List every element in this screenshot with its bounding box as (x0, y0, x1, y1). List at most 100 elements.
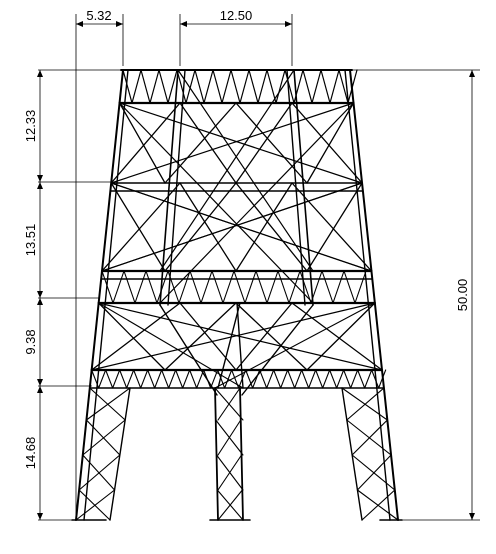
leg-brace (356, 489, 399, 521)
leg-brace (346, 419, 392, 456)
top-band-diagonal (257, 69, 268, 104)
center-brace (217, 387, 241, 421)
long-diagonal (177, 69, 314, 272)
long-brace (118, 102, 363, 184)
top-band-diagonal (311, 69, 322, 104)
top-band-diagonal (185, 69, 196, 104)
center-brace (217, 454, 243, 491)
center-link-a (217, 302, 241, 389)
cross-brace (306, 102, 355, 184)
top-band-diagonal (266, 69, 277, 104)
mid-band-diagonal (134, 270, 147, 304)
dim-level-2: 13.51 (23, 224, 38, 257)
top-band-diagonal (176, 69, 187, 104)
mid-band-diagonal (178, 270, 191, 304)
center-leg-left-outer (214, 387, 219, 521)
lower-band-diagonal (364, 369, 373, 389)
leg-brace (351, 454, 396, 491)
leg-secondary (341, 387, 363, 521)
leg-secondary (109, 387, 131, 521)
top-band-diagonal (131, 69, 142, 104)
cross-brace (306, 302, 376, 371)
lower-band-diagonal (105, 369, 114, 389)
mid-band-diagonal (310, 270, 323, 304)
center-leg-left-inner (239, 387, 244, 521)
cross-brace (110, 182, 166, 272)
cross-brace (179, 182, 237, 272)
top-band-diagonal (212, 69, 223, 104)
lower-band-diagonal (350, 369, 359, 389)
center-brace (217, 419, 242, 456)
lower-band-diagonal (126, 369, 135, 389)
dim-total-height: 50.00 (455, 279, 470, 312)
lower-band-diagonal (238, 369, 247, 389)
long-diagonal (159, 69, 295, 272)
leg-brace (78, 454, 121, 491)
top-band-diagonal (194, 69, 205, 104)
top-band-diagonal (140, 69, 151, 104)
top-band-diagonal (293, 69, 304, 104)
top-band-diagonal (122, 69, 133, 104)
lower-band-diagonal (196, 369, 205, 389)
leg-brace (85, 387, 131, 421)
top-band-diagonal (329, 69, 340, 104)
lower-band-diagonal (133, 369, 142, 389)
top-band-diagonal (239, 69, 250, 104)
left-leg-inner-chord (83, 69, 129, 521)
long-diagonal (98, 302, 244, 389)
lower-band-diagonal (161, 369, 170, 389)
right-leg-outer (349, 69, 399, 521)
top-band-diagonal (203, 69, 214, 104)
lower-band-diagonal (175, 369, 184, 389)
cross-brace (235, 182, 293, 272)
lower-band-diagonal (308, 369, 317, 389)
lower-band-diagonal (336, 369, 345, 389)
cross-brace (98, 302, 166, 371)
lower-band-diagonal (378, 369, 387, 389)
mid-band-diagonal (200, 270, 213, 304)
lower-band-diagonal (119, 369, 128, 389)
mid-band-diagonal (156, 270, 169, 304)
tower-frame (71, 69, 403, 521)
cross-brace (164, 102, 237, 184)
lower-band-diagonal (259, 369, 268, 389)
cross-brace (235, 302, 308, 371)
lower-band-diagonal (294, 369, 303, 389)
leg-brace (341, 387, 388, 421)
long-diagonal (101, 182, 363, 272)
cross-brace (179, 302, 237, 371)
top-band-diagonal (248, 69, 259, 104)
mid-band-diagonal (321, 270, 334, 304)
mid-band-diagonal (266, 270, 279, 304)
top-band-diagonal (284, 69, 295, 104)
leg-brace (75, 489, 116, 521)
top-band-diagonal (302, 69, 313, 104)
mid-band-diagonal (167, 270, 180, 304)
lower-band-diagonal (301, 369, 310, 389)
long-diagonal (118, 102, 314, 304)
lower-band-diagonal (189, 369, 198, 389)
center-brace (217, 489, 243, 521)
top-band-diagonal (167, 69, 178, 104)
lower-band-diagonal (203, 369, 212, 389)
lower-band-diagonal (140, 369, 149, 389)
lower-band-diagonal (217, 369, 226, 389)
lower-band-diagonal (357, 369, 366, 389)
long-diagonal (214, 302, 376, 389)
dimension-lines (37, 14, 480, 521)
lower-band-diagonal (273, 369, 282, 389)
dim-level-4: 14.68 (23, 437, 38, 470)
lower-band-diagonal (287, 369, 296, 389)
cross-brace (291, 182, 373, 272)
long-brace (91, 302, 376, 371)
right-leg-inner-chord (344, 69, 391, 521)
cross-brace (235, 102, 308, 184)
mid-band-diagonal (332, 270, 345, 304)
top-band-diagonal (149, 69, 160, 104)
dim-top-span: 12.50 (220, 8, 253, 23)
left-leg-outer (75, 69, 124, 521)
lower-band-diagonal (280, 369, 289, 389)
mid-band-diagonal (145, 270, 158, 304)
